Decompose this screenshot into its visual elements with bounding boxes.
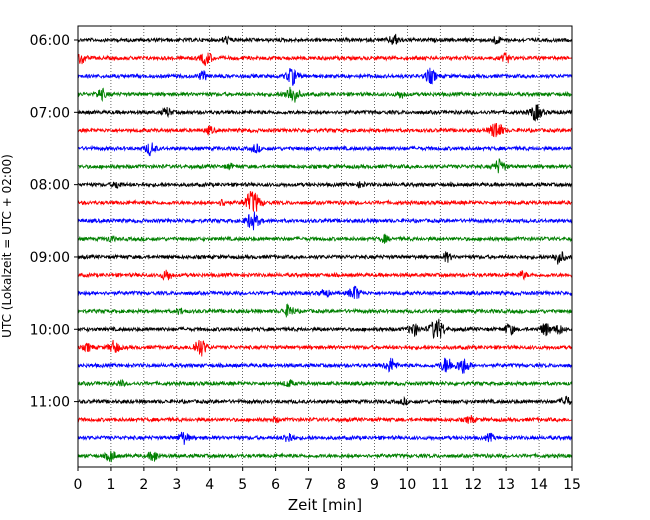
y-tick-label: 07:00 [30,105,70,121]
trace-row [77,233,573,244]
trace-row [77,122,572,138]
trace-row [77,190,572,212]
trace-row [77,86,572,103]
trace-row [77,104,573,122]
y-axis: 06:00 07:00 08:00 09:00 10:00 11:00 [30,33,78,411]
trace-row [77,395,573,406]
plot-frame [77,25,573,468]
trace-row [77,318,573,340]
x-axis: 0 1 2 3 4 5 6 7 8 9 10 11 12 13 14 15 [74,467,581,493]
x-tick-label: 1 [106,477,115,493]
y-tick-label: 08:00 [30,178,70,194]
x-tick-label: 12 [464,477,482,493]
y-tick-label: 10:00 [30,322,70,338]
trace-row [77,431,573,445]
trace-row [77,450,573,463]
x-tick-label: 15 [563,477,581,493]
x-tick-label: 9 [370,477,379,493]
x-tick-label: 10 [398,477,416,493]
trace-row [77,52,572,67]
x-tick-label: 3 [172,477,181,493]
trace-row [77,415,572,424]
trace-row [77,303,573,318]
x-tick-label: 13 [497,477,515,493]
x-tick-label: 11 [431,477,449,493]
trace-row [77,180,572,189]
x-tick-label: 2 [139,477,148,493]
x-tick-label: 6 [271,477,280,493]
x-axis-label: Zeit [min] [288,496,362,514]
trace-row [77,251,573,265]
x-tick-label: 0 [74,477,83,493]
trace-row [77,158,573,174]
y-tick-label: 09:00 [30,250,70,266]
trace-row [77,211,573,231]
x-tick-label: 4 [205,477,214,493]
y-tick-label: 11:00 [30,395,70,411]
x-tick-label: 8 [337,477,346,493]
y-tick-label: 06:00 [30,33,70,49]
x-tick-label: 5 [238,477,247,493]
trace-row [77,357,573,374]
trace-row [77,33,573,45]
x-tick-label: 7 [304,477,313,493]
y-axis-label: UTC (Lokalzeit = UTC + 02:00) [0,154,14,338]
seismogram-traces [77,33,573,463]
trace-row [77,142,572,157]
trace-row [77,339,573,357]
trace-row [77,378,573,388]
trace-row [77,269,573,281]
x-tick-label: 14 [530,477,548,493]
trace-row [77,67,573,86]
trace-row [77,285,573,299]
